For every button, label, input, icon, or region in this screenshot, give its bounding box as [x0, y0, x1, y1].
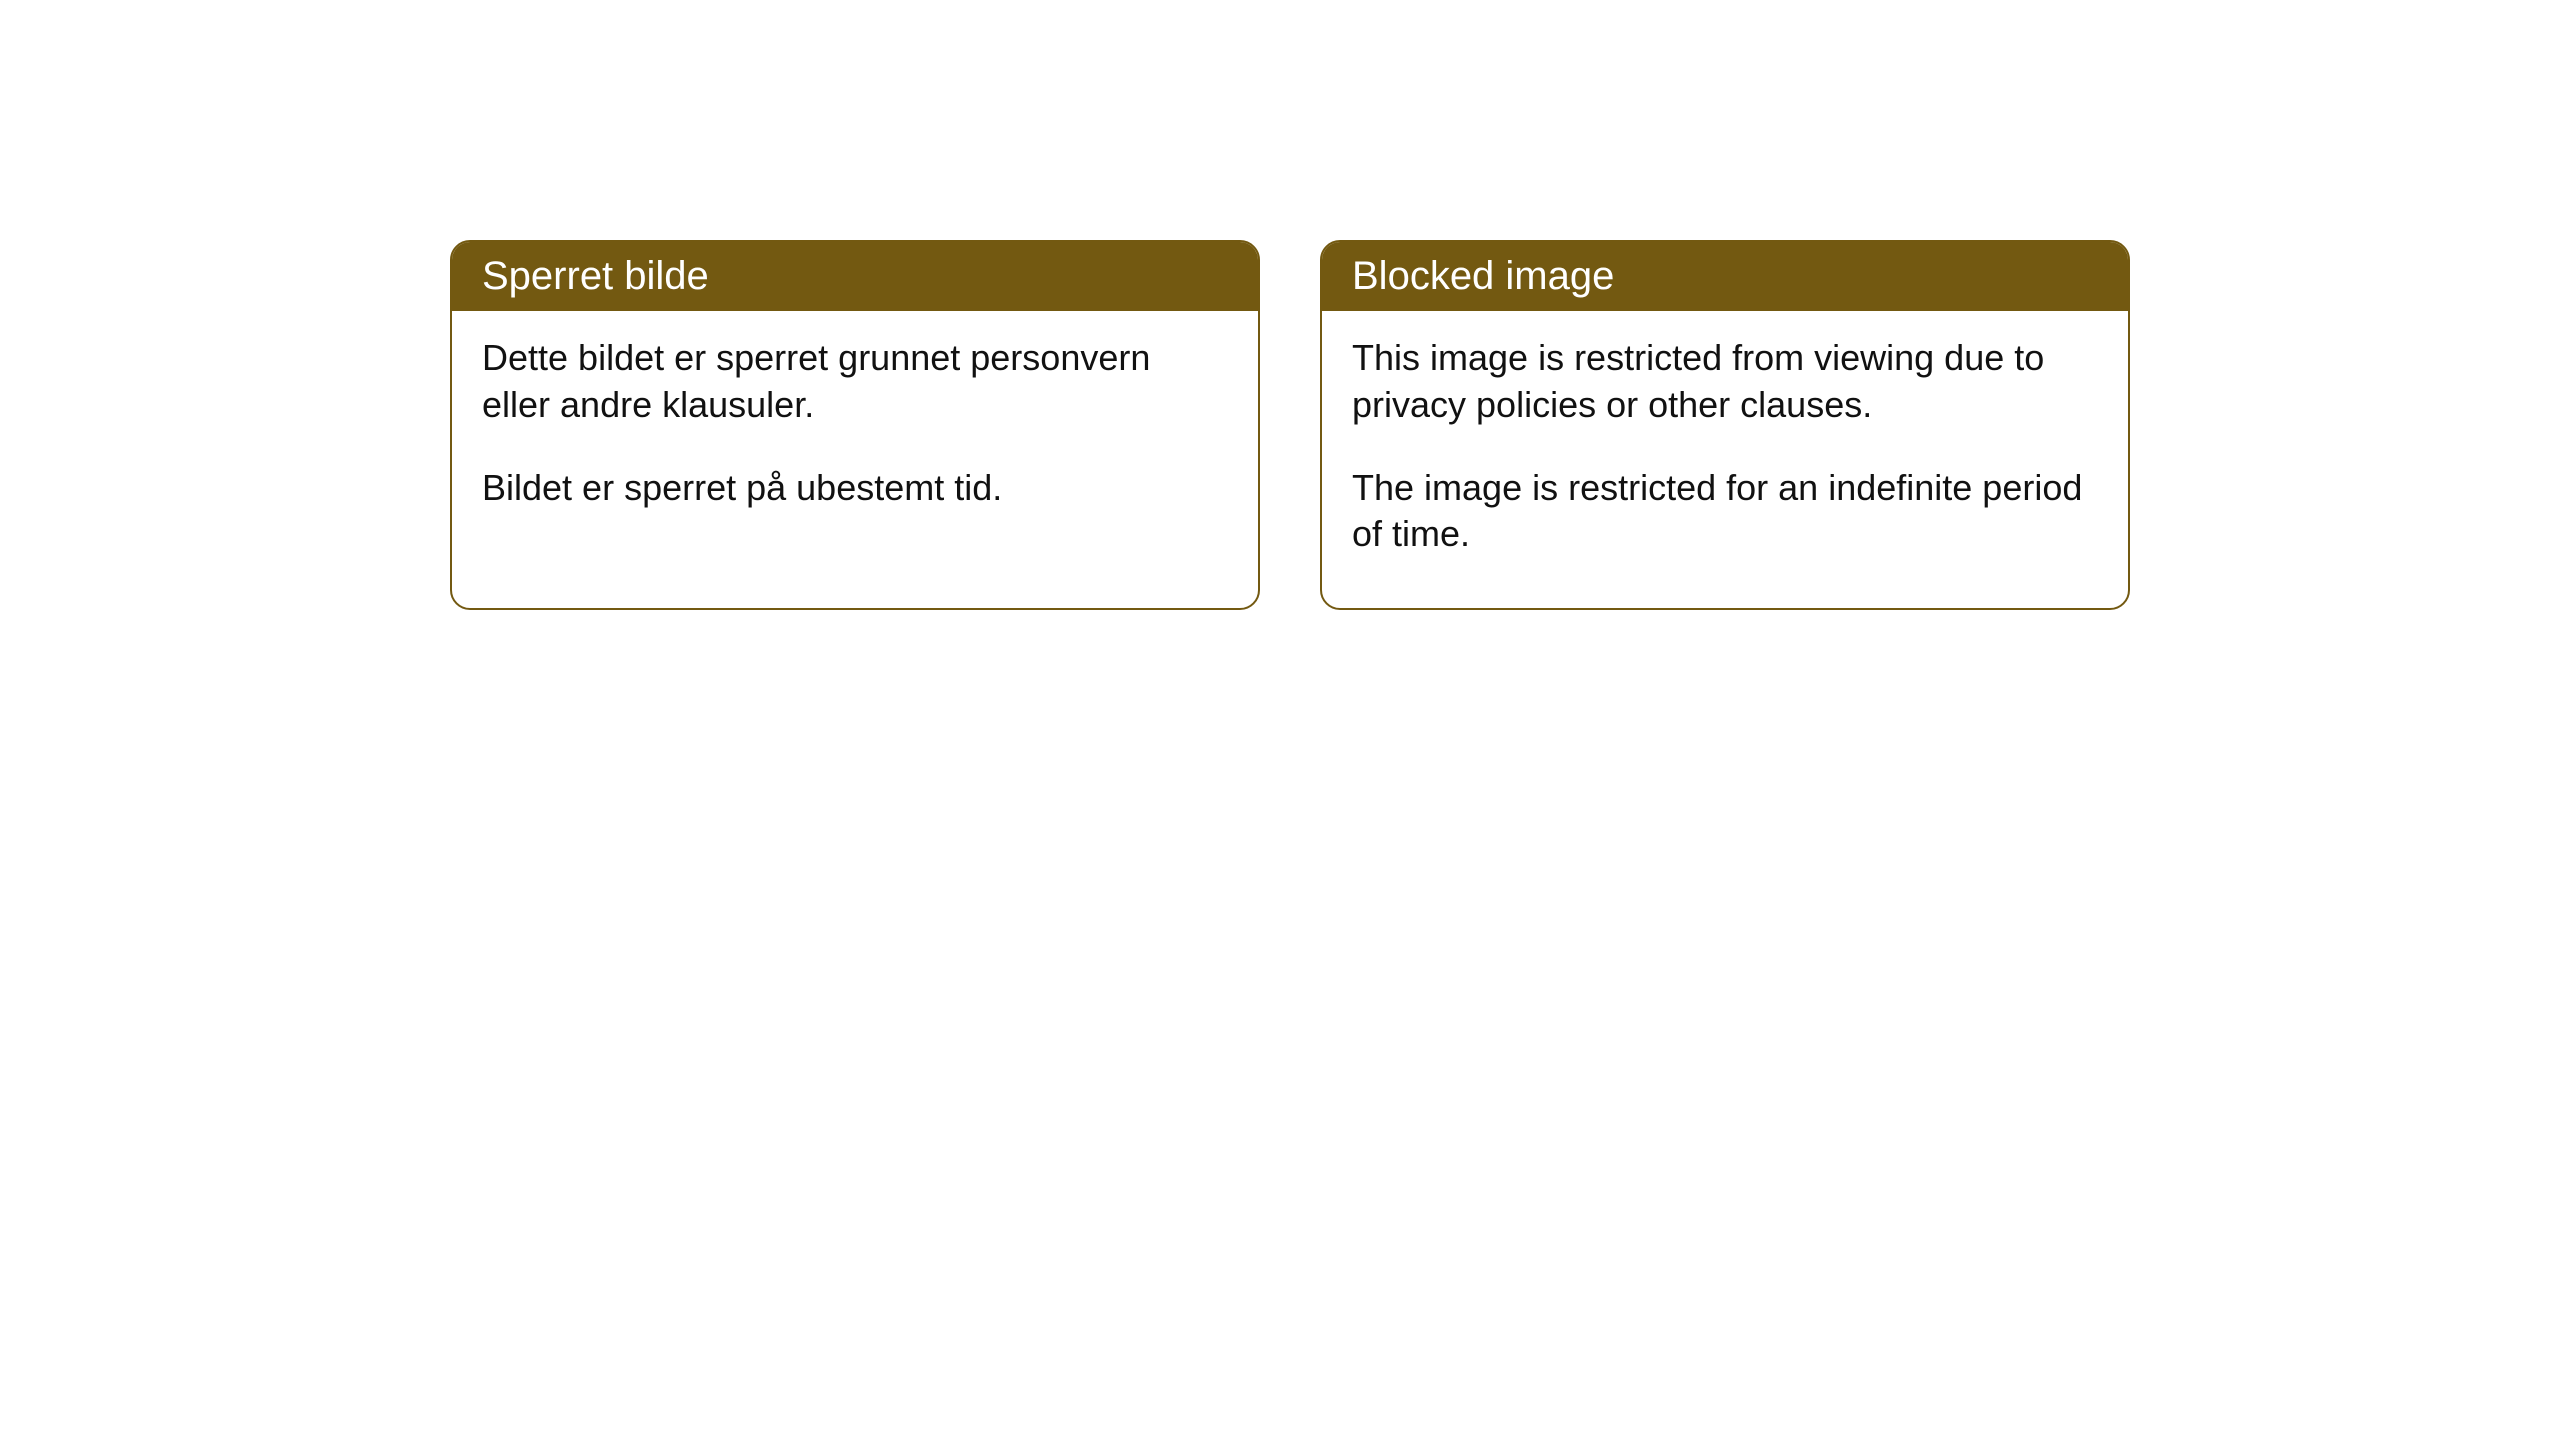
card-paragraph: The image is restricted for an indefinit…: [1352, 465, 2098, 559]
card-header: Blocked image: [1322, 242, 2128, 311]
card-paragraph: Dette bildet er sperret grunnet personve…: [482, 335, 1228, 429]
card-paragraph: This image is restricted from viewing du…: [1352, 335, 2098, 429]
cards-container: Sperret bilde Dette bildet er sperret gr…: [450, 240, 2560, 610]
card-english: Blocked image This image is restricted f…: [1320, 240, 2130, 610]
card-body: This image is restricted from viewing du…: [1322, 311, 2128, 608]
card-body: Dette bildet er sperret grunnet personve…: [452, 311, 1258, 561]
card-norwegian: Sperret bilde Dette bildet er sperret gr…: [450, 240, 1260, 610]
card-paragraph: Bildet er sperret på ubestemt tid.: [482, 465, 1228, 512]
card-header: Sperret bilde: [452, 242, 1258, 311]
